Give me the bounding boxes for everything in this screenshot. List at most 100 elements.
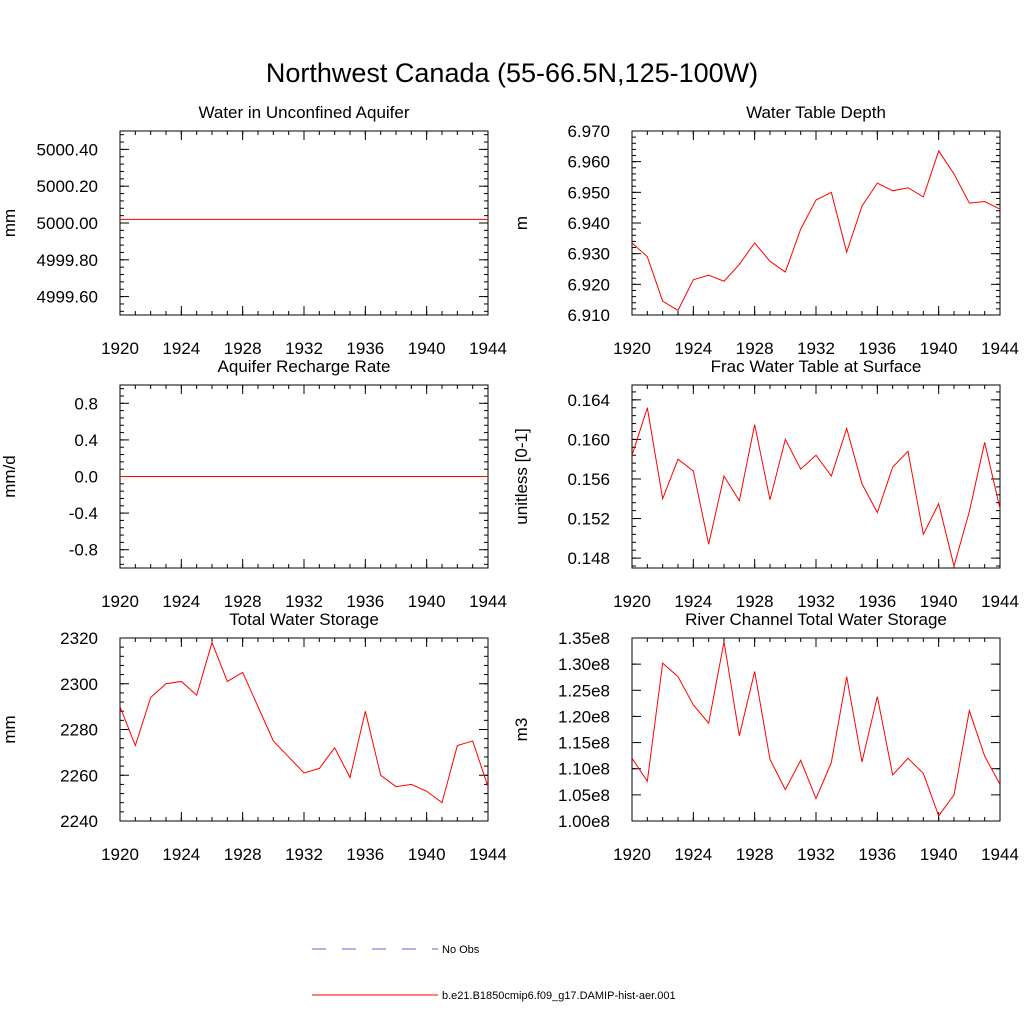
x-tick-label: 1940 bbox=[408, 592, 446, 611]
x-tick-label: 1932 bbox=[797, 592, 835, 611]
panel-1: Water in Unconfined Aquifer mm 1920 1924 192… bbox=[0, 103, 507, 358]
y-tick-label: 0.148 bbox=[567, 549, 610, 568]
y-axis-label: m bbox=[512, 216, 531, 230]
plot-frame bbox=[119, 130, 489, 316]
x-tick-label: 1920 bbox=[101, 592, 139, 611]
x-tick-label: 1936 bbox=[858, 845, 896, 864]
y-tick-label: 0.8 bbox=[74, 394, 98, 413]
y-tick-label: 2240 bbox=[60, 812, 98, 831]
x-tick-label: 1940 bbox=[408, 339, 446, 358]
y-tick-label: 5000.00 bbox=[37, 214, 98, 233]
panel-title: Total Water Storage bbox=[229, 610, 379, 629]
y-tick-label: 2300 bbox=[60, 675, 98, 694]
x-tick-label: 1920 bbox=[613, 592, 651, 611]
x-tick-label: 1936 bbox=[346, 592, 384, 611]
y-tick-label: 6.970 bbox=[567, 122, 610, 141]
x-tick-label: 1924 bbox=[674, 845, 712, 864]
y-tick-label: 6.960 bbox=[567, 153, 610, 172]
x-tick-label: 1936 bbox=[858, 592, 896, 611]
y-tick-label: 4999.60 bbox=[37, 288, 98, 307]
legend: No Obs b.e21.B1850cmip6.f09_g17.DAMIP-hi… bbox=[312, 944, 676, 1002]
y-tick-label: 0.156 bbox=[567, 470, 610, 489]
panel-5: Total Water Storage mm 1920 1924 1928 1932 193… bbox=[0, 610, 507, 864]
x-tick-label: 1944 bbox=[981, 339, 1019, 358]
y-axis-label: mm/d bbox=[0, 455, 19, 498]
x-tick-label: 1944 bbox=[981, 845, 1019, 864]
x-tick-label: 1944 bbox=[469, 339, 507, 358]
x-tick-label: 1920 bbox=[101, 845, 139, 864]
y-tick-label: 0.0 bbox=[74, 468, 98, 487]
y-tick-label: 6.920 bbox=[567, 275, 610, 294]
y-tick-label: 1.35e8 bbox=[558, 629, 610, 648]
y-tick-label: 6.940 bbox=[567, 214, 610, 233]
x-tick-label: 1924 bbox=[162, 845, 200, 864]
y-tick-label: -0.8 bbox=[69, 541, 98, 560]
panel-3: Aquifer Recharge Rate mm/d 1920 1924 1928 193… bbox=[0, 357, 507, 611]
series-line bbox=[631, 407, 1001, 568]
y-tick-label: 1.30e8 bbox=[558, 655, 610, 674]
y-axis-label: m3 bbox=[512, 718, 531, 742]
y-tick-label: 2320 bbox=[60, 629, 98, 648]
x-tick-label: 1928 bbox=[736, 592, 774, 611]
panel-2: Water Table Depth m 1920 1924 1928 1932 1936 19… bbox=[512, 103, 1019, 358]
x-tick-label: 1920 bbox=[613, 339, 651, 358]
legend-obs-label: No Obs bbox=[442, 944, 480, 956]
plot-frame bbox=[119, 637, 489, 822]
panel-title: Water in Unconfined Aquifer bbox=[198, 103, 409, 122]
y-tick-label: 0.164 bbox=[567, 391, 610, 410]
x-tick-label: 1936 bbox=[346, 339, 384, 358]
x-tick-label: 1940 bbox=[408, 845, 446, 864]
y-tick-label: 1.15e8 bbox=[558, 734, 610, 753]
y-tick-label: 6.930 bbox=[567, 245, 610, 264]
plot-frame bbox=[631, 637, 1001, 822]
x-tick-label: 1940 bbox=[920, 339, 958, 358]
x-tick-label: 1944 bbox=[981, 592, 1019, 611]
y-tick-label: 6.950 bbox=[567, 183, 610, 202]
y-tick-label: 2260 bbox=[60, 766, 98, 785]
x-tick-label: 1944 bbox=[469, 592, 507, 611]
x-tick-label: 1940 bbox=[920, 592, 958, 611]
y-tick-label: 4999.80 bbox=[37, 251, 98, 270]
panel-title: Water Table Depth bbox=[746, 103, 886, 122]
panel-title: Frac Water Table at Surface bbox=[711, 357, 922, 376]
y-tick-label: 5000.20 bbox=[37, 177, 98, 196]
x-tick-label: 1920 bbox=[101, 339, 139, 358]
y-tick-label: 6.910 bbox=[567, 306, 610, 325]
x-tick-label: 1932 bbox=[285, 845, 323, 864]
x-tick-label: 1928 bbox=[736, 845, 774, 864]
x-tick-label: 1928 bbox=[224, 339, 262, 358]
y-tick-label: 0.152 bbox=[567, 510, 610, 529]
x-tick-label: 1920 bbox=[613, 845, 651, 864]
y-axis-label: mm bbox=[0, 209, 19, 237]
x-tick-label: 1932 bbox=[285, 592, 323, 611]
y-tick-label: 1.00e8 bbox=[558, 812, 610, 831]
x-tick-label: 1924 bbox=[162, 339, 200, 358]
panels-group: Water in Unconfined Aquifer mm 1920 1924 192… bbox=[0, 103, 1019, 864]
y-tick-label: 1.20e8 bbox=[558, 707, 610, 726]
y-axis-label: mm bbox=[0, 715, 19, 743]
series-line bbox=[119, 641, 489, 804]
y-tick-label: 1.10e8 bbox=[558, 760, 610, 779]
x-tick-label: 1928 bbox=[736, 339, 774, 358]
plot-frame bbox=[631, 130, 1001, 316]
y-tick-label: 1.05e8 bbox=[558, 786, 610, 805]
panel-4: Frac Water Table at Surface unitless [0-1… bbox=[512, 357, 1019, 611]
legend-model-label: b.e21.B1850cmip6.f09_g17.DAMIP-hist-aer.… bbox=[442, 990, 676, 1002]
y-axis-label: unitless [0-1] bbox=[512, 428, 531, 524]
x-tick-label: 1932 bbox=[797, 339, 835, 358]
y-tick-label: 5000.40 bbox=[37, 140, 98, 159]
x-tick-label: 1932 bbox=[285, 339, 323, 358]
x-tick-label: 1940 bbox=[920, 845, 958, 864]
panel-title: Aquifer Recharge Rate bbox=[218, 357, 391, 376]
x-tick-label: 1924 bbox=[674, 592, 712, 611]
x-tick-label: 1936 bbox=[858, 339, 896, 358]
series-line bbox=[631, 149, 1001, 312]
x-tick-label: 1944 bbox=[469, 845, 507, 864]
plot-frame bbox=[631, 384, 1001, 569]
y-tick-label: 1.25e8 bbox=[558, 681, 610, 700]
y-tick-label: -0.4 bbox=[69, 504, 98, 523]
x-tick-label: 1932 bbox=[797, 845, 835, 864]
x-tick-label: 1924 bbox=[162, 592, 200, 611]
